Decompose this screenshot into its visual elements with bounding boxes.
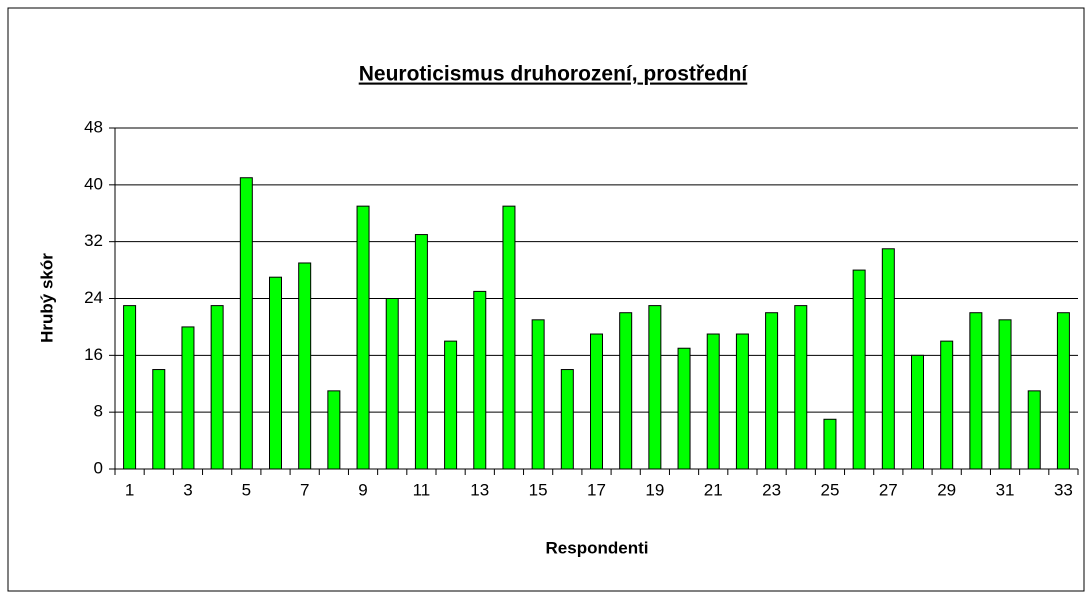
bar <box>823 418 837 470</box>
chart-border <box>7 7 1085 592</box>
bar <box>385 298 399 470</box>
bar <box>590 333 603 470</box>
bar <box>356 205 370 470</box>
x-tick-label: 1 <box>125 480 134 499</box>
x-tick-label: 5 <box>242 480 251 499</box>
x-tick-label: 21 <box>704 480 723 499</box>
x-tick-label: 31 <box>996 480 1015 499</box>
x-tick-label: 25 <box>820 480 839 499</box>
bar <box>706 333 720 470</box>
bar <box>560 369 574 470</box>
x-tick-label: 11 <box>413 480 431 499</box>
chart-title: Neuroticismus druhorození, prostřední <box>359 63 749 86</box>
y-axis-label: Hrubý skór <box>37 253 56 343</box>
bar <box>269 276 282 470</box>
x-tick-label: 13 <box>470 480 489 499</box>
bar <box>444 340 458 470</box>
y-tick-label: 8 <box>94 402 103 421</box>
x-tick-label: 19 <box>645 480 664 499</box>
bar <box>298 262 312 470</box>
bar <box>969 312 983 470</box>
x-tick-label: 33 <box>1054 480 1073 499</box>
bar <box>181 326 195 470</box>
x-tick-label: 23 <box>762 480 781 499</box>
bar <box>735 333 749 470</box>
bar <box>531 319 545 470</box>
bar <box>239 177 253 470</box>
x-tick-label: 7 <box>300 480 309 499</box>
bar <box>794 305 808 470</box>
bar <box>677 347 691 470</box>
bar <box>414 234 428 470</box>
x-tick-label: 17 <box>587 480 606 499</box>
y-tick-label: 48 <box>84 117 103 136</box>
bar <box>210 305 224 470</box>
x-tick-label: 29 <box>937 480 956 499</box>
bar <box>327 390 341 470</box>
x-axis-label: Respondenti <box>546 538 649 557</box>
bar <box>998 319 1012 470</box>
y-tick-label: 16 <box>84 345 103 364</box>
x-tick-label: 15 <box>529 480 548 499</box>
y-tick-label: 0 <box>94 458 103 477</box>
bar <box>619 312 633 470</box>
bar <box>911 354 924 470</box>
bar <box>123 305 137 470</box>
x-tick-label: 27 <box>879 480 898 499</box>
bar <box>1056 312 1070 470</box>
y-tick-label: 40 <box>84 174 103 193</box>
bar <box>1027 390 1041 470</box>
bar <box>473 290 487 470</box>
bar <box>765 312 779 470</box>
bar <box>502 205 516 470</box>
x-tick-label: 3 <box>183 480 192 499</box>
x-tick-label: 9 <box>358 480 367 499</box>
y-tick-label: 32 <box>84 231 103 250</box>
bar <box>152 369 166 470</box>
bar <box>881 248 895 470</box>
bar <box>648 305 662 470</box>
bar <box>940 340 954 470</box>
bar <box>852 269 866 470</box>
y-tick-label: 24 <box>84 288 103 307</box>
